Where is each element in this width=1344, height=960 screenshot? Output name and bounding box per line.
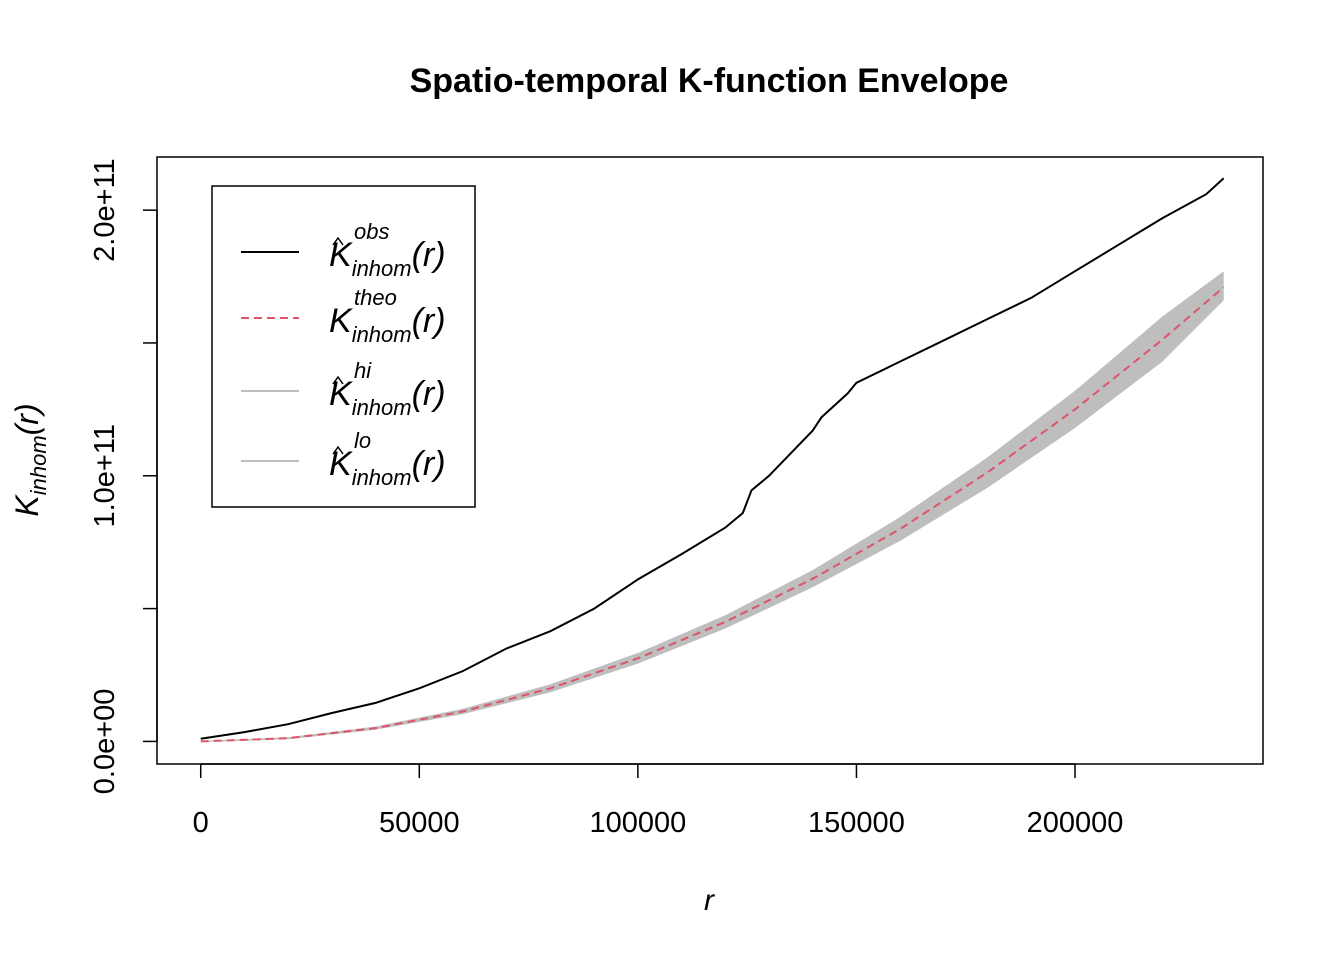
x-axis: 0 50000 100000 150000 200000	[193, 763, 1124, 839]
legend: Kinhom(r)obsKinhom(r)theoKinhom(r)hiKinh…	[211, 185, 476, 508]
legend-item-obs: Kinhom(r)obs	[241, 219, 446, 281]
legend-sup: lo	[354, 428, 371, 453]
hat-icon	[332, 445, 344, 455]
series-layer	[200, 177, 1225, 743]
x-tick-label: 150000	[808, 807, 905, 839]
y-label-sub: inhom	[26, 435, 51, 495]
chart-title: Spatio-temporal K-function Envelope	[410, 62, 1009, 100]
y-axis: 0.0e+00 1.0e+11 2.0e+11	[89, 158, 158, 795]
series-line-obs	[200, 177, 1225, 740]
x-tick-label: 0	[193, 807, 209, 839]
x-tick-label: 100000	[589, 807, 686, 839]
legend-label: Kinhom(r)	[329, 375, 446, 420]
hat-icon	[332, 236, 344, 246]
y-label-arg: (r)	[9, 403, 45, 435]
series-line-theo	[200, 286, 1225, 743]
legend-sup: theo	[354, 285, 397, 310]
y-tick-label: 0.0e+00	[89, 689, 121, 795]
legend-item-theo: Kinhom(r)theo	[241, 285, 446, 347]
x-tick-label: 50000	[379, 807, 460, 839]
y-label-base: K	[9, 494, 45, 517]
legend-label: Kinhom(r)	[329, 302, 446, 347]
x-axis-label: r	[704, 884, 715, 917]
y-axis-label: Kinhom(r)	[9, 403, 51, 516]
y-tick-label: 2.0e+11	[89, 158, 121, 261]
legend-item-lo: Kinhom(r)lo	[241, 428, 446, 490]
hat-icon	[332, 375, 344, 385]
legend-sup: hi	[354, 358, 372, 383]
y-tick-label: 1.0e+11	[89, 424, 121, 527]
legend-item-hi: Kinhom(r)hi	[241, 358, 446, 420]
svg-text:Kinhom(r): Kinhom(r)	[9, 403, 51, 516]
legend-sup: obs	[354, 219, 389, 244]
x-tick-label: 200000	[1027, 807, 1124, 839]
